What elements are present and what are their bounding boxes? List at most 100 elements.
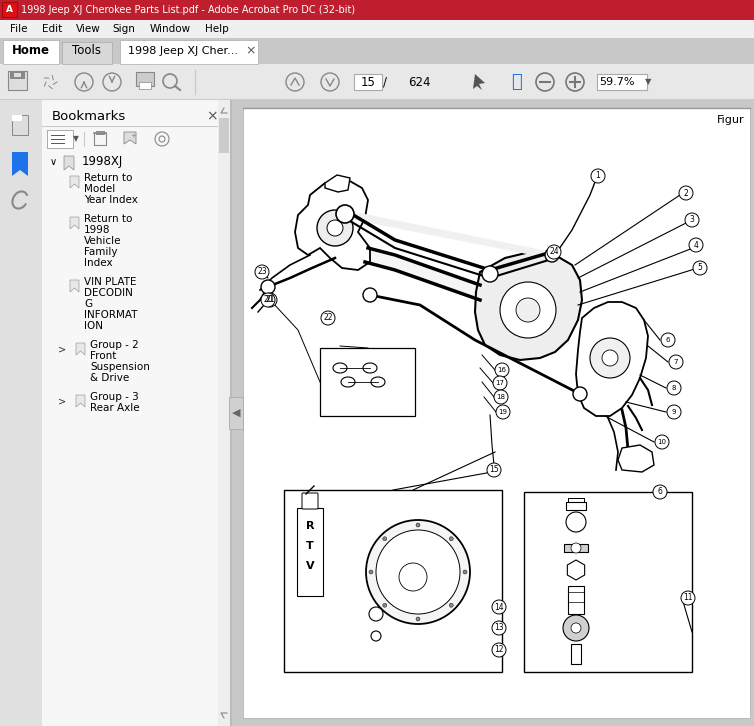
Bar bbox=[219, 118, 229, 153]
FancyBboxPatch shape bbox=[302, 493, 318, 509]
Text: /: / bbox=[383, 76, 387, 89]
Text: Rear Axle: Rear Axle bbox=[90, 403, 139, 413]
Text: 2: 2 bbox=[684, 189, 688, 197]
Bar bbox=[0, 38, 754, 64]
Bar bbox=[47, 130, 73, 148]
Text: 3: 3 bbox=[690, 216, 694, 224]
Circle shape bbox=[383, 537, 387, 541]
Bar bbox=[320, 348, 415, 416]
Circle shape bbox=[563, 615, 589, 641]
Text: 21: 21 bbox=[265, 295, 274, 304]
Text: 16: 16 bbox=[498, 367, 507, 373]
Text: 13: 13 bbox=[494, 624, 504, 632]
Circle shape bbox=[573, 387, 587, 401]
Circle shape bbox=[493, 376, 507, 390]
Bar bbox=[354, 74, 382, 90]
Bar bbox=[120, 40, 258, 64]
Text: ▼: ▼ bbox=[73, 134, 79, 144]
Circle shape bbox=[693, 261, 707, 275]
Text: ×: × bbox=[246, 44, 256, 57]
Bar bbox=[2, 2, 17, 17]
Bar bbox=[284, 490, 502, 672]
Text: INFORMAT: INFORMAT bbox=[84, 310, 137, 320]
Text: 7: 7 bbox=[674, 359, 679, 365]
Text: DECODIN: DECODIN bbox=[84, 288, 133, 298]
Bar bbox=[229, 397, 243, 429]
Bar bbox=[12, 115, 22, 121]
Circle shape bbox=[399, 563, 427, 591]
Bar bbox=[42, 100, 230, 726]
Circle shape bbox=[492, 600, 506, 614]
Text: Bookmarks: Bookmarks bbox=[52, 110, 126, 123]
Circle shape bbox=[667, 405, 681, 419]
Text: Return to: Return to bbox=[84, 214, 133, 224]
Text: G: G bbox=[84, 299, 92, 309]
Text: 1998XJ: 1998XJ bbox=[82, 155, 123, 168]
Bar bbox=[571, 644, 581, 664]
Text: 10: 10 bbox=[657, 439, 667, 445]
Circle shape bbox=[566, 512, 586, 532]
Text: 6: 6 bbox=[657, 487, 663, 497]
Text: Help: Help bbox=[205, 24, 228, 34]
Text: View: View bbox=[76, 24, 101, 34]
Circle shape bbox=[383, 603, 387, 607]
Circle shape bbox=[336, 205, 354, 223]
Bar bbox=[524, 492, 692, 672]
Bar bbox=[568, 586, 584, 614]
Circle shape bbox=[416, 617, 420, 621]
Text: T: T bbox=[306, 541, 314, 551]
Circle shape bbox=[369, 570, 373, 574]
Bar bbox=[0, 64, 754, 100]
Text: 12: 12 bbox=[495, 645, 504, 655]
Text: 11: 11 bbox=[683, 593, 693, 603]
Text: ✋: ✋ bbox=[510, 73, 521, 91]
Bar bbox=[0, 0, 754, 20]
Text: R: R bbox=[306, 521, 314, 531]
Polygon shape bbox=[76, 395, 85, 407]
Circle shape bbox=[416, 523, 420, 527]
Text: 20: 20 bbox=[263, 295, 273, 304]
Text: Family: Family bbox=[84, 247, 118, 257]
Circle shape bbox=[681, 591, 695, 605]
Circle shape bbox=[516, 298, 540, 322]
Circle shape bbox=[327, 220, 343, 236]
Text: 17: 17 bbox=[495, 380, 504, 386]
Circle shape bbox=[492, 621, 506, 635]
Polygon shape bbox=[70, 176, 79, 188]
Text: Year Index: Year Index bbox=[84, 195, 138, 205]
Circle shape bbox=[661, 333, 675, 347]
Polygon shape bbox=[124, 132, 136, 144]
Text: 19: 19 bbox=[498, 409, 507, 415]
Polygon shape bbox=[76, 343, 85, 355]
Circle shape bbox=[263, 293, 277, 307]
Text: ∨: ∨ bbox=[50, 157, 57, 167]
Text: +: + bbox=[130, 133, 136, 139]
Circle shape bbox=[496, 405, 510, 419]
Bar bbox=[218, 100, 230, 726]
Text: 4: 4 bbox=[694, 240, 698, 250]
Bar bbox=[8, 71, 27, 90]
Text: Home: Home bbox=[12, 44, 50, 57]
Text: 5: 5 bbox=[697, 264, 703, 272]
Text: 6: 6 bbox=[666, 337, 670, 343]
Text: 9: 9 bbox=[672, 409, 676, 415]
Circle shape bbox=[685, 213, 699, 227]
Polygon shape bbox=[475, 252, 582, 360]
Text: Sign: Sign bbox=[112, 24, 135, 34]
Text: >: > bbox=[58, 345, 66, 355]
Text: Front: Front bbox=[90, 351, 116, 361]
Text: 22: 22 bbox=[323, 314, 333, 322]
Circle shape bbox=[547, 245, 561, 259]
Bar bbox=[566, 502, 586, 510]
Circle shape bbox=[449, 603, 453, 607]
Bar bbox=[243, 108, 750, 718]
Text: Index: Index bbox=[84, 258, 112, 268]
Circle shape bbox=[321, 311, 335, 325]
Circle shape bbox=[571, 623, 581, 633]
Circle shape bbox=[667, 381, 681, 395]
Bar bbox=[0, 100, 42, 726]
Polygon shape bbox=[618, 445, 654, 472]
Text: 18: 18 bbox=[496, 394, 505, 400]
Circle shape bbox=[482, 266, 498, 282]
Bar bbox=[62, 42, 112, 64]
